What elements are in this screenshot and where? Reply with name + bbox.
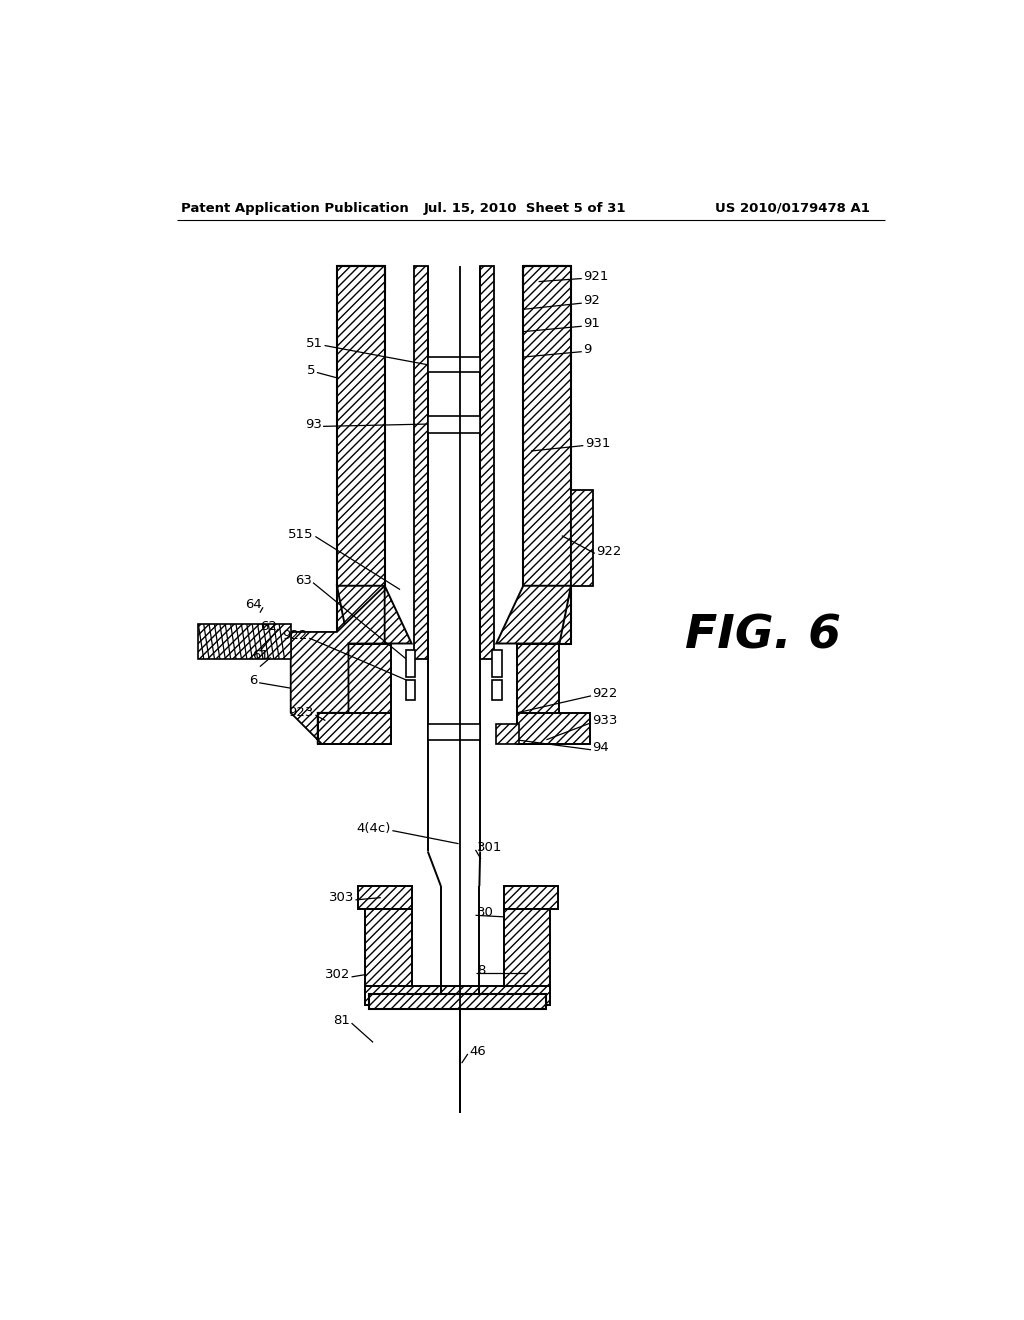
Bar <box>370 994 547 1010</box>
Bar <box>407 681 416 700</box>
Bar <box>366 986 550 1006</box>
Bar <box>428 358 480 372</box>
Text: 921: 921 <box>584 269 608 282</box>
Text: 93: 93 <box>305 417 322 430</box>
Text: 9: 9 <box>584 343 592 356</box>
Bar <box>366 909 412 994</box>
Text: 8: 8 <box>477 964 485 977</box>
Bar <box>357 886 412 909</box>
Text: Jul. 15, 2010  Sheet 5 of 31: Jul. 15, 2010 Sheet 5 of 31 <box>424 202 626 215</box>
Text: 92: 92 <box>584 294 600 308</box>
Text: 922: 922 <box>593 686 617 700</box>
Text: 515: 515 <box>289 528 313 541</box>
Text: FIG. 6: FIG. 6 <box>685 614 841 659</box>
Polygon shape <box>291 586 385 743</box>
Text: 61: 61 <box>252 648 269 661</box>
Text: 81: 81 <box>333 1014 350 1027</box>
Bar <box>493 649 502 677</box>
Text: 933: 933 <box>593 714 617 727</box>
Bar <box>504 886 558 909</box>
Bar <box>414 267 428 659</box>
Bar <box>517 644 559 743</box>
Bar <box>571 490 593 586</box>
Text: US 2010/0179478 A1: US 2010/0179478 A1 <box>715 202 869 215</box>
Text: 302: 302 <box>325 968 350 981</box>
Text: Patent Application Publication: Patent Application Publication <box>180 202 409 215</box>
Text: 922: 922 <box>283 630 307 643</box>
Text: 46: 46 <box>469 1045 486 1059</box>
Bar <box>504 909 550 994</box>
Bar <box>496 725 518 743</box>
Bar <box>493 681 502 700</box>
Bar <box>428 416 480 433</box>
Text: 923: 923 <box>289 706 313 719</box>
Text: 5: 5 <box>307 363 315 376</box>
Text: 94: 94 <box>593 741 609 754</box>
Text: 62: 62 <box>260 620 276 634</box>
Text: 303: 303 <box>329 891 354 904</box>
Text: 51: 51 <box>306 337 323 350</box>
Text: 301: 301 <box>477 841 503 854</box>
Polygon shape <box>497 586 571 644</box>
Text: 931: 931 <box>585 437 610 450</box>
Bar <box>523 267 571 644</box>
Text: 64: 64 <box>245 598 261 611</box>
Bar <box>348 644 391 743</box>
Text: 91: 91 <box>584 317 600 330</box>
Bar <box>407 649 416 677</box>
Text: 4(4c): 4(4c) <box>356 822 391 834</box>
Polygon shape <box>337 586 412 644</box>
Bar <box>337 267 385 644</box>
Text: 30: 30 <box>477 907 494 920</box>
Bar <box>317 713 391 743</box>
Text: 6: 6 <box>249 675 258 686</box>
Text: 63: 63 <box>295 574 311 587</box>
Bar <box>480 267 494 659</box>
Bar <box>517 713 590 743</box>
Bar <box>428 725 480 739</box>
Text: 922: 922 <box>596 545 622 557</box>
Bar <box>199 624 291 659</box>
